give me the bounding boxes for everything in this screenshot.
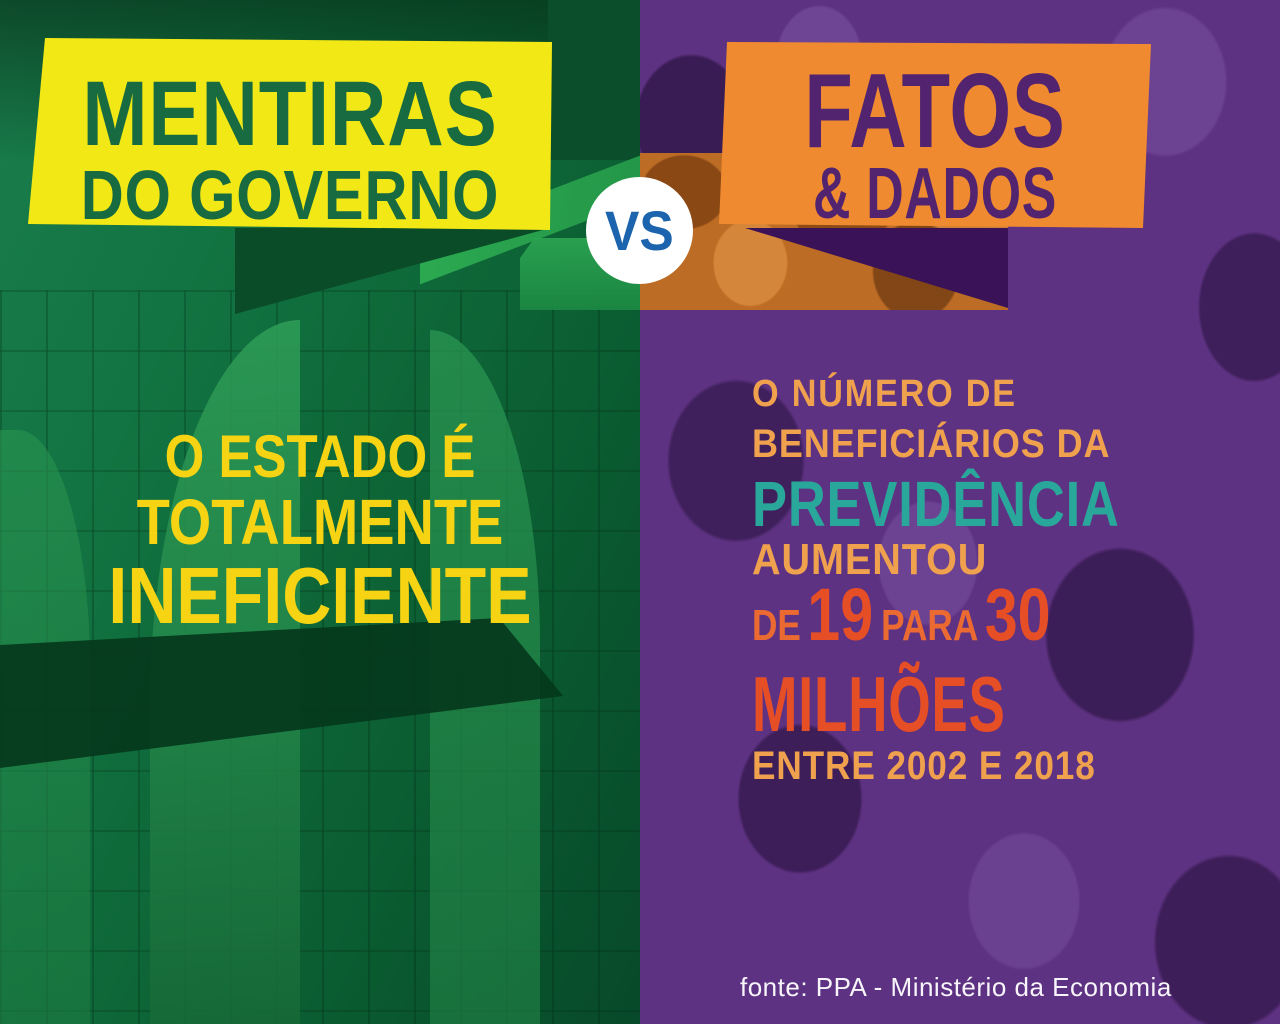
fact-line-5-numbers: DE19 PARA30 (752, 578, 1096, 668)
claim-line-1: O ESTADO É (164, 423, 476, 490)
claim-line-2: TOTALMENTE (136, 486, 504, 558)
facts-banner-subtitle: & DADOS (812, 154, 1058, 234)
fact-para-label: PARA (881, 601, 979, 650)
claim-line-3: INEFICIENTE (108, 551, 532, 640)
fact-line-2: BENEFICIÁRIOS DA (752, 422, 1111, 466)
facts-banner-title: FATOS (804, 52, 1066, 170)
fact-statement: O NÚMERO DE BENEFICIÁRIOS DA PREVIDÊNCIA… (752, 370, 1182, 792)
facts-banner: FATOS & DADOS (719, 42, 1151, 234)
vs-badge: VS (586, 177, 693, 284)
fact-number-19: 19 (807, 573, 874, 656)
lies-banner-title: MENTIRAS (82, 63, 498, 165)
right-panel: FATOS & DADOS O NÚMERO DE BENEFICIÁRIOS … (640, 0, 1280, 1024)
fact-line-7-period: ENTRE 2002 E 2018 (752, 744, 1096, 788)
vs-label: VS (605, 199, 674, 262)
lies-banner: MENTIRAS DO GOVERNO (28, 38, 552, 234)
dark-green-block (548, 0, 640, 160)
fact-number-30: 30 (984, 573, 1051, 656)
fact-de-label: DE (752, 601, 801, 650)
lies-banner-subtitle: DO GOVERNO (80, 156, 500, 234)
source-credit: fonte: PPA - Ministério da Economia (740, 972, 1172, 1002)
fact-line-4: AUMENTOU (752, 535, 988, 584)
government-claim: O ESTADO É TOTALMENTE INEFICIENTE (70, 424, 570, 638)
fact-line-3-previdencia: PREVIDÊNCIA (752, 468, 1120, 540)
fact-line-6-milhoes: MILHÕES (752, 660, 1006, 748)
left-panel: MENTIRAS DO GOVERNO O ESTADO É TOTALMENT… (0, 0, 640, 1024)
fact-line-1: O NÚMERO DE (752, 373, 1017, 415)
